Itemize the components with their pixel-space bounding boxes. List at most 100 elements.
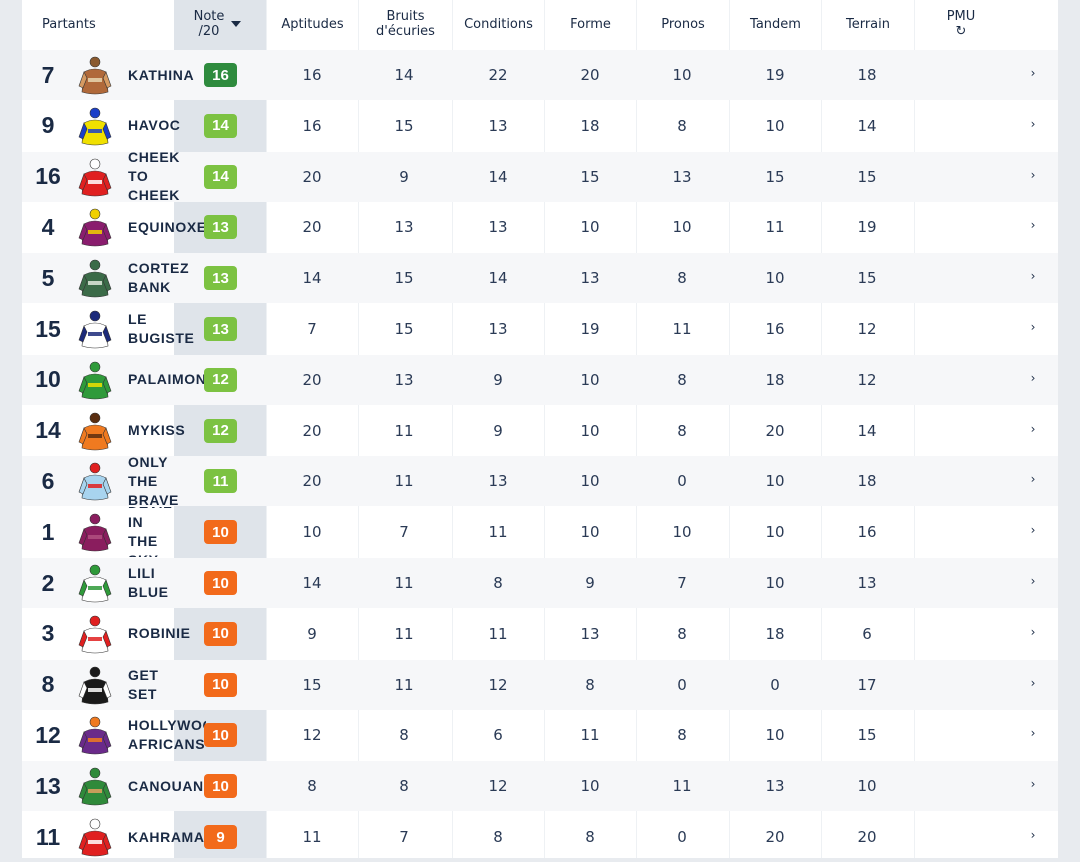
cell-tandem: 10	[765, 116, 785, 135]
table-row[interactable]: 6 ONLY THE BRAVE 11 20 11 13 10 0 10 18 ›	[22, 456, 1058, 507]
table-row[interactable]: 14 MYKISS 12 20 11 9 10 8 20 14 ›	[22, 406, 1058, 456]
table-row[interactable]: 10 PALAIMON 12 20 13 9 10 8 18 12 ›	[22, 354, 1058, 405]
jockey-silk-icon	[78, 361, 112, 401]
table-row[interactable]: 11 KAHRAMAN9 11 7 8 8 0 20 20 ›	[22, 812, 1058, 862]
table-row[interactable]: 7 KATHINA 16 16 14 22 20 10 19 18 ›	[22, 50, 1058, 100]
chevron-right-icon[interactable]: ›	[1030, 624, 1036, 639]
cell-terrain: 17	[857, 675, 877, 694]
cell-aptitudes: 20	[302, 472, 322, 491]
header-note[interactable]: Note /20	[174, 0, 244, 48]
cell-forme: 10	[580, 370, 600, 389]
chevron-right-icon[interactable]: ›	[1030, 269, 1036, 284]
horse-name[interactable]: LILI BLUE	[128, 565, 169, 600]
chevron-right-icon[interactable]: ›	[1030, 777, 1036, 792]
horse-name[interactable]: KAHRAMAN	[128, 828, 206, 845]
table-row[interactable]: 2 LILI BLUE 10 14 11 8 9 7 10 13 ›	[22, 558, 1058, 608]
horse-name[interactable]: HAVOC	[128, 117, 181, 134]
horse-name[interactable]: CORTEZ BANK	[128, 260, 190, 296]
header-aptitudes[interactable]: Aptitudes	[267, 0, 358, 48]
jockey-silk-icon	[78, 56, 112, 96]
note-badge: 14	[204, 113, 237, 138]
chevron-right-icon[interactable]: ›	[1030, 675, 1036, 690]
cell-aptitudes: 14	[302, 269, 322, 288]
cell-aptitudes: 10	[302, 523, 322, 542]
cell-terrain: 12	[857, 320, 877, 338]
table-row[interactable]: 15 LE BUGISTE 13 7 15 13 19 11 16 12 ›	[22, 304, 1058, 354]
header-pronos[interactable]: Pronos	[637, 0, 729, 48]
table-row[interactable]: 16 CHEEK TO CHEEK 14 20 9 14 15 13 15 15 ›	[22, 151, 1058, 202]
cell-conditions: 13	[488, 116, 508, 135]
cell-conditions: 22	[488, 66, 508, 84]
row-background	[22, 558, 1058, 608]
jockey-silk-icon	[78, 259, 112, 299]
cell-terrain: 14	[857, 116, 877, 135]
cell-conditions: 11	[488, 523, 508, 542]
cell-terrain: 20	[857, 828, 877, 846]
horse-name[interactable]: CHEEK TO CHEEK	[128, 151, 181, 202]
cell-terrain: 15	[857, 726, 877, 745]
header-tandem[interactable]: Tandem	[730, 0, 821, 48]
sort-desc-icon[interactable]	[231, 21, 241, 27]
chevron-right-icon[interactable]: ›	[1030, 523, 1036, 538]
cell-aptitudes: 9	[307, 624, 317, 643]
cell-conditions: 14	[488, 269, 508, 288]
chevron-right-icon[interactable]: ›	[1030, 66, 1036, 80]
cell-pronos: 10	[672, 218, 692, 237]
header-partants[interactable]: Partants	[22, 0, 192, 48]
chevron-right-icon[interactable]: ›	[1030, 370, 1036, 385]
cell-forme: 10	[580, 472, 600, 491]
horse-name[interactable]: EQUINOXE	[128, 218, 206, 235]
column-separator	[358, 0, 359, 858]
cell-aptitudes: 14	[302, 574, 322, 592]
refresh-icon[interactable]: ↻	[955, 24, 967, 39]
horse-name[interactable]: PALAIMON	[128, 371, 206, 388]
header-conditions-label: Conditions	[464, 16, 533, 32]
cell-terrain: 13	[857, 574, 877, 592]
cell-forme: 20	[580, 66, 600, 84]
chevron-right-icon[interactable]: ›	[1030, 472, 1036, 487]
table-row[interactable]: 9 HAVOC 14 16 15 13 18 8 10 14 ›	[22, 101, 1058, 151]
row-background	[22, 50, 1058, 100]
runner-number: 12	[35, 721, 61, 748]
chevron-right-icon[interactable]: ›	[1030, 828, 1036, 842]
table-row[interactable]: 1 DEVIL IN THE SKY 10 10 7 11 10 10 10 16 ›	[22, 507, 1058, 557]
table-row[interactable]: 13 CANOUAN 10 8 8 12 10 11 13 10 ›	[22, 761, 1058, 812]
table-row[interactable]: 4 EQUINOXE 13 20 13 13 10 10 11 19 ›	[22, 202, 1058, 252]
horse-name[interactable]: KATHINA	[128, 66, 195, 83]
header-pmu[interactable]: PMU ↻	[915, 0, 1007, 48]
horse-name[interactable]: GET SET	[128, 666, 159, 702]
chevron-right-icon[interactable]: ›	[1030, 218, 1036, 233]
horse-name[interactable]: LE BUGISTE	[128, 311, 195, 346]
horse-name[interactable]: ROBINIE	[128, 625, 191, 642]
table-row[interactable]: 5 CORTEZ BANK 13 14 15 14 13 8 10 15 ›	[22, 253, 1058, 304]
horse-name[interactable]: DEVIL IN THE SKY	[128, 507, 172, 557]
jockey-silk-icon	[78, 564, 112, 604]
horse-name[interactable]: ONLY THE BRAVE	[128, 456, 179, 507]
header-terrain[interactable]: Terrain	[822, 0, 914, 48]
header-forme[interactable]: Forme	[545, 0, 636, 48]
column-separator	[729, 0, 730, 858]
cell-bruits: 13	[394, 370, 414, 389]
header-conditions[interactable]: Conditions	[453, 0, 544, 48]
column-separator	[821, 0, 822, 858]
cell-forme: 10	[580, 777, 600, 796]
table-row[interactable]: 8 GET SET 10 15 11 12 8 0 0 17 ›	[22, 659, 1058, 710]
header-bruits[interactable]: Bruits d'écuries	[359, 0, 452, 48]
horse-name[interactable]: HOLLYWOOD AFRICANS	[128, 717, 206, 753]
chevron-right-icon[interactable]: ›	[1030, 421, 1036, 436]
horse-name[interactable]: CANOUAN	[128, 777, 204, 794]
chevron-right-icon[interactable]: ›	[1030, 726, 1036, 741]
horse-name[interactable]: MYKISS	[128, 422, 186, 439]
chevron-right-icon[interactable]: ›	[1030, 574, 1036, 588]
note-badge: 10	[204, 621, 237, 646]
chevron-right-icon[interactable]: ›	[1030, 320, 1036, 334]
chevron-right-icon[interactable]: ›	[1030, 116, 1036, 131]
row-background	[22, 456, 1058, 507]
row-background	[22, 253, 1058, 304]
table-row[interactable]: 3 ROBINIE 10 9 11 11 13 8 18 6 ›	[22, 609, 1058, 659]
jockey-silk-icon	[78, 818, 112, 858]
note-badge: 10	[204, 723, 237, 748]
cell-tandem: 20	[765, 421, 785, 440]
chevron-right-icon[interactable]: ›	[1030, 167, 1036, 182]
